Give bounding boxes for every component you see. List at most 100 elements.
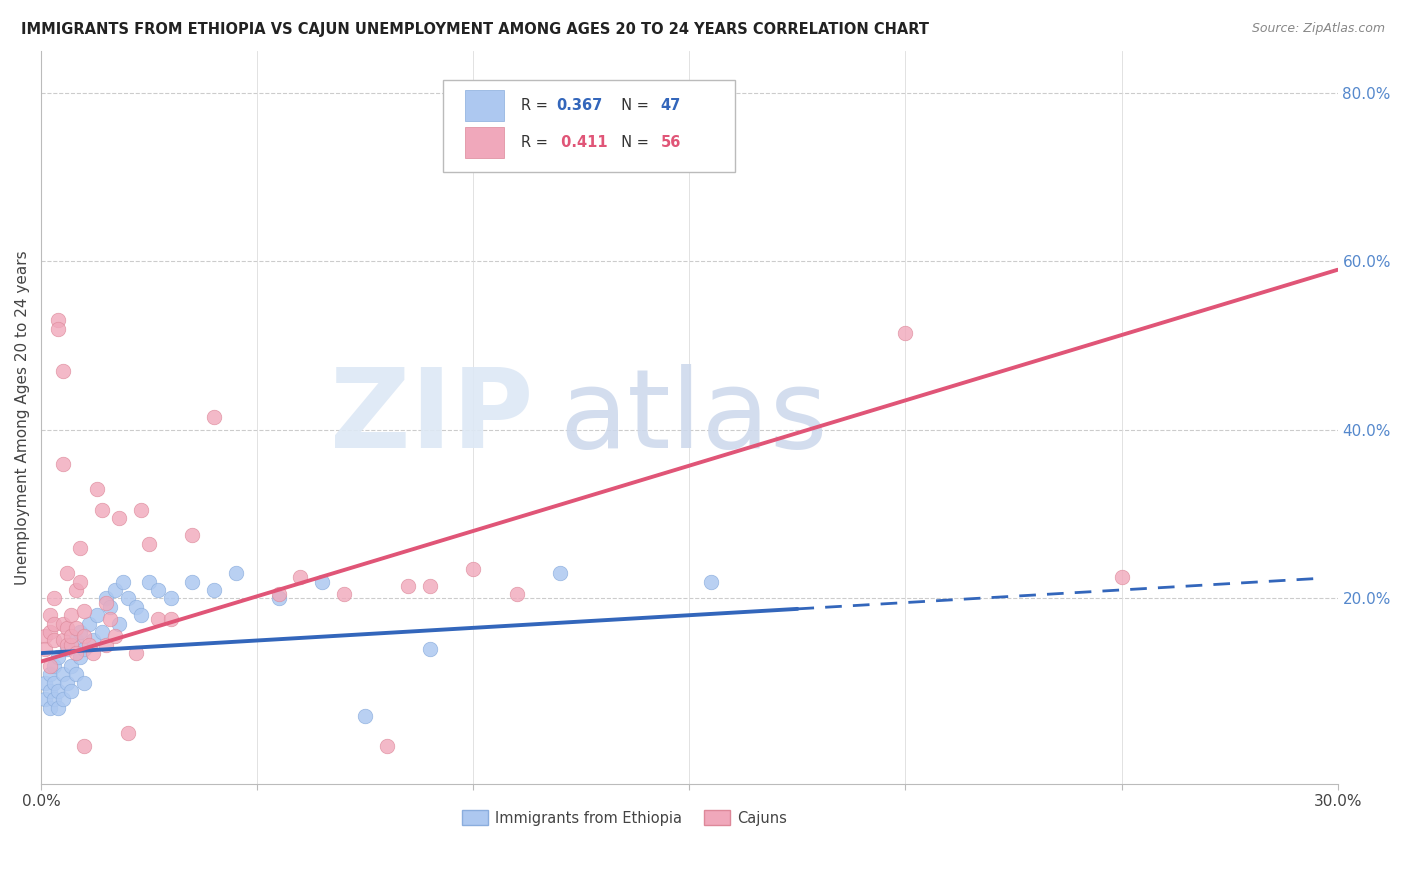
Point <box>202 582 225 597</box>
Text: ZIP: ZIP <box>330 364 534 471</box>
Point <box>65 633 87 648</box>
Point <box>38 658 60 673</box>
Point <box>138 574 160 589</box>
Text: R =: R = <box>520 98 553 113</box>
Point <box>332 587 354 601</box>
Point <box>103 582 125 597</box>
Point <box>108 616 131 631</box>
Point <box>894 326 917 340</box>
Point <box>52 616 75 631</box>
Point <box>73 629 96 643</box>
Point <box>117 591 139 606</box>
Text: 47: 47 <box>661 98 681 113</box>
Point <box>129 503 152 517</box>
Point <box>48 322 70 336</box>
Point <box>398 579 420 593</box>
Point <box>60 684 83 698</box>
Point <box>129 608 152 623</box>
Point <box>375 739 398 753</box>
Point <box>42 692 65 706</box>
Point <box>34 629 56 643</box>
Point <box>73 604 96 618</box>
Point <box>69 625 91 640</box>
Point <box>52 457 75 471</box>
Point <box>86 482 108 496</box>
Point <box>48 684 70 698</box>
Point <box>34 692 56 706</box>
Point <box>1111 570 1133 584</box>
Point <box>65 667 87 681</box>
Point <box>94 591 117 606</box>
Point <box>125 599 148 614</box>
Point <box>52 667 75 681</box>
Text: R =: R = <box>520 135 553 150</box>
Point <box>290 570 312 584</box>
Point <box>419 641 441 656</box>
Point <box>146 582 169 597</box>
Point <box>117 726 139 740</box>
Point <box>419 579 441 593</box>
Point <box>267 587 290 601</box>
Point <box>267 591 290 606</box>
Point <box>77 638 100 652</box>
Text: 56: 56 <box>661 135 682 150</box>
Text: N =: N = <box>612 98 652 113</box>
Point <box>48 650 70 665</box>
Point <box>103 629 125 643</box>
FancyBboxPatch shape <box>443 80 735 171</box>
Point <box>56 638 79 652</box>
Point <box>42 658 65 673</box>
Point <box>69 650 91 665</box>
Point <box>42 591 65 606</box>
Point <box>42 633 65 648</box>
Point <box>56 566 79 580</box>
Point <box>38 608 60 623</box>
Point <box>38 701 60 715</box>
Point <box>60 608 83 623</box>
Point <box>42 675 65 690</box>
Text: atlas: atlas <box>560 364 828 471</box>
Point <box>73 675 96 690</box>
Point <box>73 641 96 656</box>
Point <box>98 599 121 614</box>
Legend: Immigrants from Ethiopia, Cajuns: Immigrants from Ethiopia, Cajuns <box>456 805 793 831</box>
Point <box>56 675 79 690</box>
Point <box>34 675 56 690</box>
Point <box>125 646 148 660</box>
Point <box>65 621 87 635</box>
Point <box>73 739 96 753</box>
Point <box>69 574 91 589</box>
Point <box>52 692 75 706</box>
Point <box>159 591 181 606</box>
Point <box>463 562 485 576</box>
Point <box>82 633 104 648</box>
Point <box>159 612 181 626</box>
Point <box>181 574 204 589</box>
Point <box>86 608 108 623</box>
Point <box>60 638 83 652</box>
Text: N =: N = <box>612 135 652 150</box>
Point <box>181 528 204 542</box>
Point <box>34 641 56 656</box>
Point <box>82 646 104 660</box>
Point <box>77 616 100 631</box>
Point <box>90 503 112 517</box>
Point <box>112 574 135 589</box>
Point <box>69 541 91 555</box>
Point <box>311 574 333 589</box>
Point <box>90 625 112 640</box>
Point <box>56 641 79 656</box>
Point <box>146 612 169 626</box>
Text: IMMIGRANTS FROM ETHIOPIA VS CAJUN UNEMPLOYMENT AMONG AGES 20 TO 24 YEARS CORRELA: IMMIGRANTS FROM ETHIOPIA VS CAJUN UNEMPL… <box>21 22 929 37</box>
Point <box>52 364 75 378</box>
Point <box>98 612 121 626</box>
Text: Source: ZipAtlas.com: Source: ZipAtlas.com <box>1251 22 1385 36</box>
Point <box>60 658 83 673</box>
Point <box>38 684 60 698</box>
Point <box>94 638 117 652</box>
Point <box>548 566 571 580</box>
FancyBboxPatch shape <box>465 127 503 158</box>
Point <box>202 410 225 425</box>
Point <box>225 566 247 580</box>
Point <box>48 701 70 715</box>
